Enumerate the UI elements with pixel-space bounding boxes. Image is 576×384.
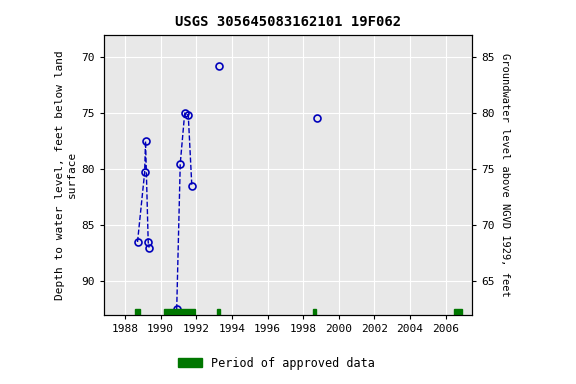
Title: USGS 305645083162101 19F062: USGS 305645083162101 19F062 [175,15,401,29]
Bar [313,309,316,315]
Bar [135,309,140,315]
Bar [454,309,461,315]
Bar [217,309,221,315]
Legend: Period of approved data: Period of approved data [173,352,380,374]
Bar [164,309,195,315]
Y-axis label: Groundwater level above NGVD 1929, feet: Groundwater level above NGVD 1929, feet [501,53,510,296]
Y-axis label: Depth to water level, feet below land
surface: Depth to water level, feet below land su… [55,50,77,300]
